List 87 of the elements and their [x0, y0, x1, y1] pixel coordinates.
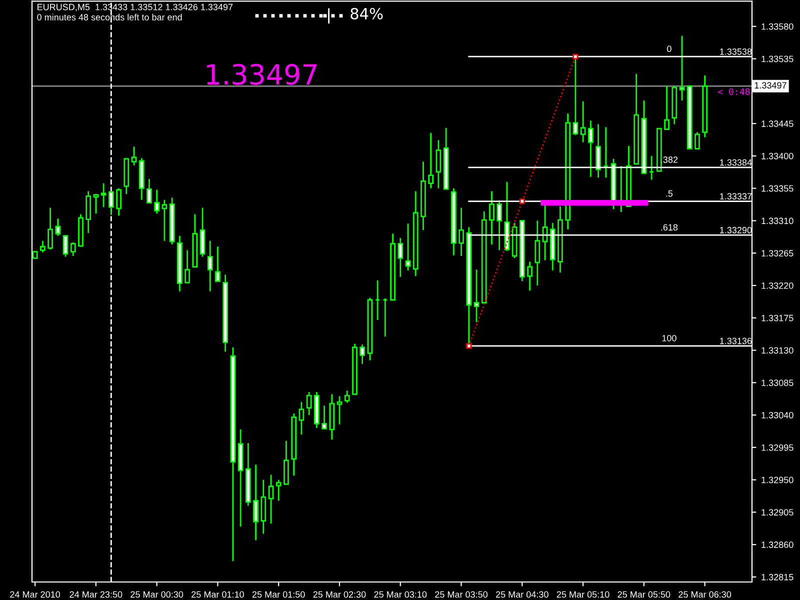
candlestick	[322, 404, 327, 430]
x-tick-label: 25 Mar 01:50	[252, 591, 305, 598]
series-label: .5	[666, 190, 673, 197]
candlestick	[298, 401, 304, 436]
candlestick	[398, 237, 404, 278]
annotation: 84%	[350, 8, 383, 20]
candlestick	[131, 146, 137, 166]
y-tick-label: 1.33130	[762, 347, 794, 354]
x-tick-label: 24 Mar 23:50	[70, 591, 122, 598]
x-tick-label: 25 Mar 05:50	[618, 591, 670, 598]
point	[572, 54, 578, 60]
candlestick	[344, 390, 350, 404]
series-label: .618	[661, 224, 678, 231]
candlestick	[580, 100, 586, 143]
x-tick-label: 25 Mar 01:10	[192, 591, 244, 598]
candlestick	[100, 182, 106, 208]
candlestick	[55, 218, 61, 237]
candlestick	[93, 193, 99, 214]
x-tick-label: 25 Mar 03:50	[435, 591, 488, 598]
candlestick	[146, 178, 152, 204]
candlestick	[458, 207, 464, 257]
text: 0 minutes 48 seconds left to bar end	[37, 14, 182, 20]
y-tick-label: 1.32815	[762, 574, 794, 580]
candlestick	[405, 222, 411, 272]
x-tick-label: 25 Mar 02:30	[313, 591, 366, 598]
candlestick	[215, 246, 220, 283]
x-tick-label: 25 Mar 04:30	[496, 591, 548, 598]
candlestick	[694, 131, 700, 150]
data-label: 1.33538	[720, 48, 752, 55]
point	[519, 198, 525, 204]
candlestick	[489, 190, 494, 246]
x-tick-label: 25 Mar 06:30	[678, 591, 732, 598]
y-tick-label: 1.33220	[762, 282, 794, 289]
candlestick	[436, 139, 442, 190]
y-tick-label: 1.33535	[762, 56, 794, 62]
annotation: < 0:48	[718, 88, 750, 96]
candlestick	[428, 132, 434, 190]
candlestick	[116, 188, 122, 216]
candlestick	[70, 242, 76, 257]
y-tick-label: 1.33355	[762, 185, 794, 192]
y-tick-label: 1.33265	[762, 250, 794, 256]
data-label: 1.33290	[720, 226, 752, 234]
candlestick	[48, 207, 53, 250]
candlestick	[154, 189, 160, 214]
y-tick-label: 1.33310	[762, 218, 794, 224]
data-label: 1.33136	[720, 338, 752, 344]
candlestick	[62, 234, 68, 258]
y-tick-label: 1.33040	[762, 412, 794, 418]
annotation: 1.33497	[207, 64, 316, 85]
series-label: 0	[667, 46, 672, 52]
series-label: 100	[662, 334, 676, 342]
y-tick-label: 1.33400	[762, 152, 794, 160]
candlestick	[534, 220, 540, 286]
y-tick-label: 1.32905	[762, 509, 794, 516]
candlestick	[336, 396, 342, 426]
x-tick-label: 25 Mar 05:10	[556, 591, 610, 598]
candlestick	[207, 240, 213, 292]
candlestick	[284, 440, 289, 485]
candlestick	[86, 190, 91, 234]
chart-title: EURUSD,M5 1.33433 1.33512 1.33426 1.33497	[38, 4, 233, 12]
point	[466, 343, 472, 349]
candlestick	[268, 474, 274, 524]
y-tick-label: 1.33445	[762, 120, 794, 127]
y-tick-label: 1.32950	[762, 476, 794, 484]
candlestick	[527, 261, 532, 292]
candlestick	[200, 207, 206, 258]
candlestick	[253, 464, 258, 541]
data-label: 1.33384	[720, 159, 752, 166]
candlestick	[260, 479, 266, 534]
x-tick-label: 24 Mar 2010	[10, 591, 60, 598]
candlestick	[184, 250, 190, 284]
candlestick	[474, 268, 480, 323]
candlestick	[306, 391, 312, 416]
candlestick	[162, 199, 168, 242]
candlestick	[276, 479, 282, 502]
y-tick-label: 1.33175	[762, 314, 794, 322]
data-label: 1.33337	[720, 193, 752, 200]
y-tick-label: 1.32995	[762, 444, 794, 451]
ref-line-label: 1.33497	[754, 82, 786, 89]
candlestick	[664, 85, 670, 131]
y-tick-label: 1.33580	[762, 23, 794, 30]
x-tick-label: 25 Mar 00:30	[130, 591, 184, 598]
x-tick-label: 25 Mar 03:10	[374, 591, 427, 598]
y-tick-label: 1.33085	[762, 380, 794, 386]
candlestick	[360, 344, 365, 365]
y-tick-label: 1.32860	[762, 542, 794, 548]
candlestick	[40, 240, 46, 254]
